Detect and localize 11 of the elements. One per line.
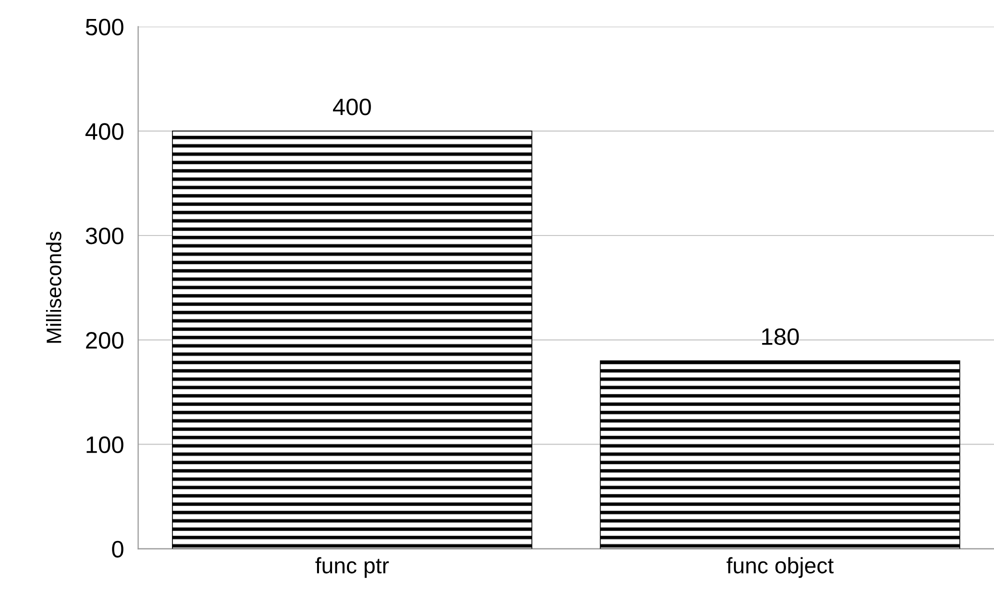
y-tick-label: 400 bbox=[85, 123, 124, 140]
data-label: 400 bbox=[332, 98, 371, 116]
y-tick-label: 200 bbox=[86, 332, 124, 349]
x-tick-label: func ptr bbox=[315, 557, 389, 578]
y-tick-label: 100 bbox=[86, 436, 124, 454]
x-tick-label: func object bbox=[726, 557, 834, 578]
y-axis-title: Milliseconds bbox=[46, 232, 62, 343]
y-tick-label: 300 bbox=[86, 228, 124, 244]
y-tick-label: 500 bbox=[86, 18, 124, 36]
y-tick-label: 0 bbox=[112, 540, 124, 558]
data-label: 180 bbox=[762, 328, 799, 346]
